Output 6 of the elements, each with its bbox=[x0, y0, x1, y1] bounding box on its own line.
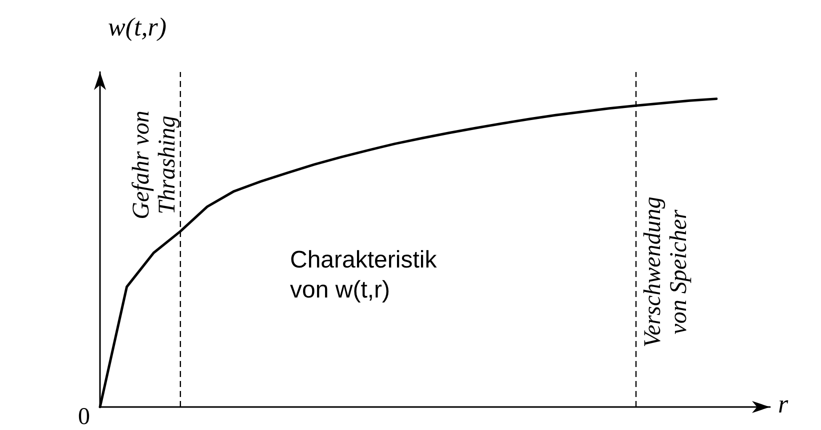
annotation: Verschwendung von Speicher bbox=[640, 196, 692, 348]
text: 0 bbox=[78, 404, 90, 430]
x-axis-title: r bbox=[778, 390, 789, 418]
annotation: Charakteristik von w(t,r) bbox=[290, 246, 438, 304]
annotation: Gefahr von Thrashing bbox=[128, 110, 180, 220]
y-axis-title: w(t,r) bbox=[108, 12, 166, 42]
